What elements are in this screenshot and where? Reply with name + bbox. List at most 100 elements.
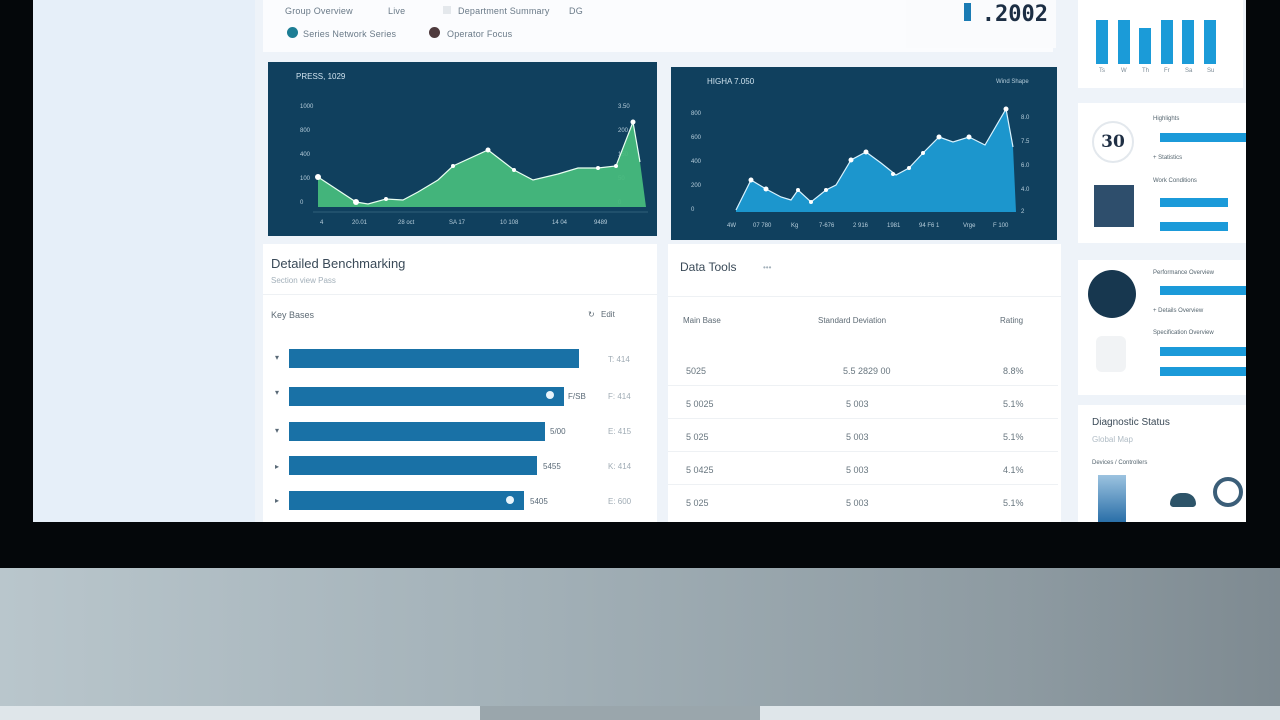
bar (1182, 20, 1194, 64)
table-row[interactable]: 5 025 5 003 5.1% (668, 486, 1058, 518)
row-value: E: 415 (608, 427, 632, 436)
monitor-neck (480, 706, 760, 720)
table-row[interactable]: 5 0025 5 003 5.1% (668, 387, 1058, 419)
device-image (1098, 475, 1126, 522)
bar (1118, 20, 1130, 64)
y-tick: 400 (300, 152, 311, 158)
green-area-chart: PRESS, 1029 1000 800 400 100 0 3.50 200 … (268, 62, 657, 236)
y-tick: 0 (300, 200, 304, 206)
cell: 8.8% (1003, 366, 1024, 376)
emblem-icon (1096, 336, 1126, 372)
chart-title: HIGHA 7.050 (707, 77, 755, 86)
bar-label: 5455 (543, 462, 561, 471)
more-icon[interactable]: ••• (763, 263, 772, 272)
refresh-icon[interactable]: ↻ (588, 310, 595, 319)
progress-bar (1160, 222, 1228, 231)
x-tick: 28 oct (398, 220, 415, 226)
side-card-highlights: 30 Highlights + Statistics Work Conditio… (1078, 103, 1246, 243)
x-tick: 4 (320, 220, 324, 226)
cell: 5.5 2829 00 (843, 366, 891, 376)
y-tick: 200 (618, 128, 629, 134)
cell: 5 0425 (686, 465, 714, 475)
card-label: Performance Overview (1153, 270, 1215, 276)
cell: 5.1% (1003, 399, 1024, 409)
area-plot (313, 119, 648, 213)
edit-link[interactable]: Edit (601, 310, 615, 319)
progress-bar (1160, 367, 1246, 376)
y-tick: 7.5 (1021, 139, 1030, 145)
bar (289, 422, 545, 441)
header-code: DG (569, 6, 583, 16)
cell: 5.1% (1003, 432, 1024, 442)
legend-dot-icon (429, 27, 440, 38)
tick-label: Su (1207, 68, 1215, 74)
side-card-performance: Performance Overview + Details Overview … (1078, 260, 1246, 395)
section-title: Detailed Benchmarking (271, 256, 406, 271)
progress-bar (1160, 133, 1246, 142)
sidebar (33, 0, 255, 522)
x-tick: Kg (791, 223, 799, 229)
divider (668, 296, 1061, 297)
y-tick: 8.0 (1021, 115, 1030, 121)
bar-label: F/SB (568, 392, 586, 401)
row-value: F: 414 (608, 392, 631, 401)
header-status[interactable]: Live (388, 6, 406, 16)
column-header[interactable]: Main Base (683, 316, 721, 325)
card-label: + Details Overview (1153, 308, 1204, 314)
row-marker-icon: ▸ (275, 496, 280, 505)
cell: 4.1% (1003, 465, 1024, 475)
cell: 5 025 (686, 432, 709, 442)
tick-label: W (1121, 68, 1127, 74)
card-title: Diagnostic Status (1092, 417, 1170, 428)
row-marker-icon: ▾ (275, 388, 280, 397)
row-value: T: 414 (608, 355, 630, 364)
device-image (1213, 477, 1243, 507)
table-row[interactable]: 5 025 5 003 5.1% (668, 420, 1058, 452)
cloud-icon (546, 391, 554, 399)
x-tick: SA 17 (449, 220, 466, 226)
card-label: Work Conditions (1153, 178, 1197, 184)
side-card-diagnostics: Diagnostic Status Global Map Devices / C… (1078, 405, 1246, 522)
row-marker-icon: ▾ (275, 353, 280, 362)
card-label: Highlights (1153, 116, 1180, 122)
column-header[interactable]: Standard Deviation (818, 316, 887, 325)
y-tick: 3.50 (618, 104, 630, 110)
header-subtitle: Department Summary (458, 6, 550, 16)
y-tick: 6.0 (1021, 163, 1030, 169)
y-tick: 2 (1021, 209, 1025, 215)
legend-dot-icon (287, 27, 298, 38)
chart-title: PRESS, 1029 (296, 72, 346, 81)
card-label: Specification Overview (1153, 330, 1214, 336)
x-tick: 20.01 (352, 220, 368, 226)
bar (1096, 20, 1108, 64)
list-title: Key Bases (271, 310, 315, 320)
tick-label: Fr (1164, 68, 1170, 74)
y-tick: 600 (691, 135, 702, 141)
checkbox-icon[interactable] (443, 6, 451, 14)
x-tick: 2 916 (853, 223, 869, 229)
section-subtitle: Section view Pass (271, 276, 336, 285)
tick-label: Th (1142, 68, 1150, 74)
table-row[interactable]: 5 0425 5 003 4.1% (668, 453, 1058, 485)
x-tick: 4W (727, 223, 736, 229)
globe-icon (1088, 270, 1136, 318)
card-caption: Devices / Controllers (1092, 460, 1148, 466)
table-row[interactable]: 5025 5.5 2829 00 8.8% (668, 354, 1058, 386)
x-tick: 07 780 (753, 223, 772, 229)
mini-bar-chart: Ts W Th Fr Sa Su (1078, 0, 1243, 88)
column-header[interactable]: Rating (1000, 316, 1024, 325)
cell: 5 003 (846, 498, 869, 508)
row-value: E: 600 (608, 497, 632, 506)
cell: 5 025 (686, 498, 709, 508)
kpi-bar-icon (964, 3, 971, 21)
cell: 5 003 (846, 399, 869, 409)
area-plot (735, 106, 1016, 212)
calendar-icon (1094, 185, 1134, 227)
y-tick: 1000 (300, 104, 314, 110)
y-tick: 200 (691, 183, 702, 189)
bar (1204, 20, 1216, 64)
data-table-section: Data Tools ••• Main Base Standard Deviat… (668, 244, 1061, 522)
cloud-icon (506, 496, 514, 504)
bar-label: 5405 (530, 497, 548, 506)
bar (289, 456, 537, 475)
